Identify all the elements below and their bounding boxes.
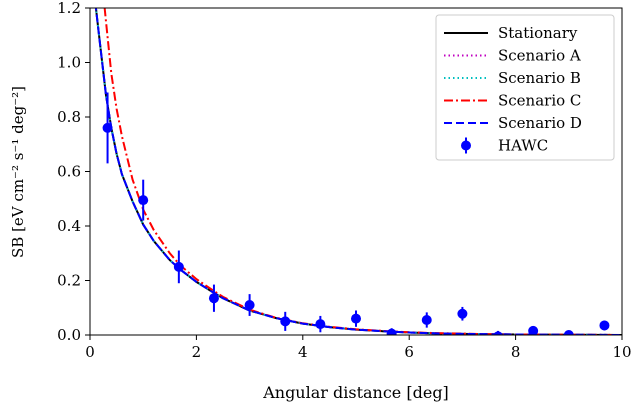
x-tick-label: 8 <box>511 343 521 361</box>
legend-label: Scenario A <box>498 47 581 65</box>
hawc-point <box>102 122 113 133</box>
y-tick-label: 1.2 <box>57 0 81 17</box>
hawc-point <box>528 325 539 335</box>
hawc-points <box>102 92 610 335</box>
hawc-point <box>315 319 326 330</box>
y-tick-label: 1.0 <box>57 54 81 72</box>
hawc-point <box>386 328 397 335</box>
hawc-point <box>421 315 432 326</box>
x-tick-label: 6 <box>404 343 414 361</box>
y-tick-label: 0.0 <box>57 326 81 344</box>
legend-swatch <box>461 140 471 151</box>
hawc-point <box>457 308 468 319</box>
legend-label: Scenario D <box>498 114 582 132</box>
hawc-point <box>208 293 219 304</box>
hawc-point <box>351 313 361 324</box>
x-tick-label: 10 <box>612 343 631 361</box>
hawc-point <box>280 316 291 327</box>
y-tick-label: 0.2 <box>57 272 81 290</box>
series-lines <box>94 8 622 335</box>
legend-label: Scenario C <box>498 92 581 110</box>
hawc-point <box>244 300 255 311</box>
legend-label: HAWC <box>498 137 548 155</box>
hawc-point <box>563 330 574 335</box>
legend: Stationary Scenario A Scenario B Scenario C… <box>435 14 615 161</box>
y-axis-label: SB [eV cm⁻² s⁻¹ deg⁻²] <box>9 86 27 258</box>
legend-label: Scenario B <box>498 69 581 87</box>
x-axis-ticks: 0 2 4 6 8 10 <box>85 335 632 361</box>
hawc-point <box>599 320 610 331</box>
y-axis-ticks: 0.0 0.2 0.4 0.6 0.8 1.0 1.2 <box>57 0 90 344</box>
y-tick-label: 0.4 <box>57 217 81 235</box>
y-tick-label: 0.6 <box>57 163 81 181</box>
x-axis-label: Angular distance [deg] <box>262 383 449 402</box>
legend-label: Stationary <box>498 24 578 42</box>
x-tick-label: 4 <box>298 343 308 361</box>
hawc-point <box>173 261 184 272</box>
series-line-scenario-d <box>94 8 622 335</box>
hawc-point <box>138 195 149 206</box>
x-tick-label: 0 <box>85 343 95 361</box>
y-tick-label: 0.8 <box>57 108 81 126</box>
series-line-scenario-c <box>103 8 622 335</box>
hawc-point <box>493 331 503 335</box>
x-tick-label: 2 <box>192 343 202 361</box>
